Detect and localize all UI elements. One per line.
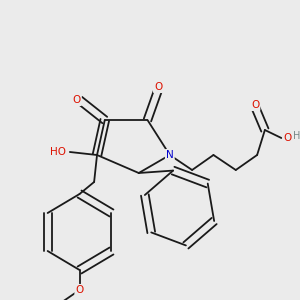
Text: O: O xyxy=(73,95,81,105)
Text: N: N xyxy=(166,150,174,160)
Text: H: H xyxy=(293,131,300,141)
Text: HO: HO xyxy=(50,147,66,157)
Text: O: O xyxy=(251,100,259,110)
Text: O: O xyxy=(283,133,292,143)
Text: O: O xyxy=(75,285,84,295)
Text: O: O xyxy=(154,82,162,92)
